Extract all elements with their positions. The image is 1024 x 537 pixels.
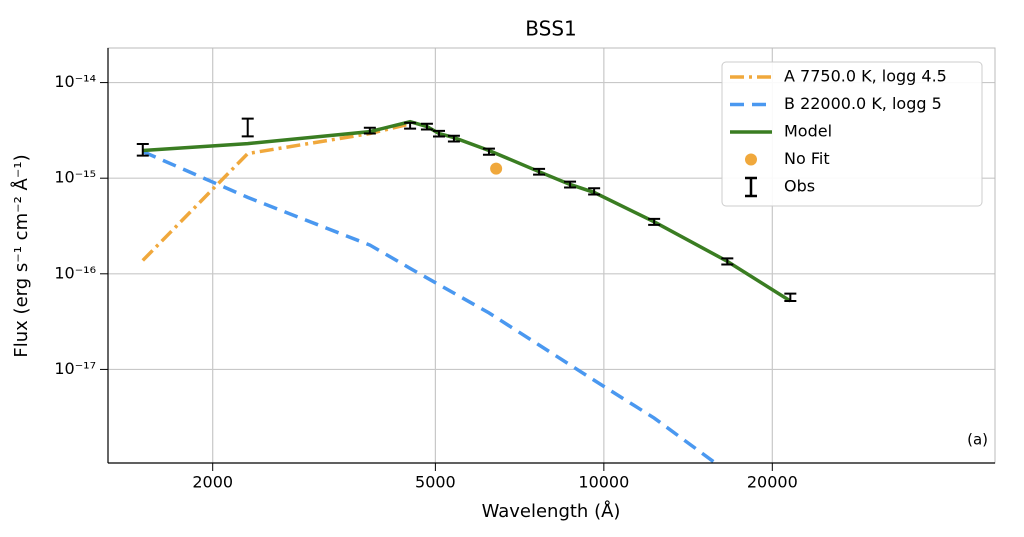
series-line (141, 122, 411, 262)
x-tick-label: 5000 (415, 473, 456, 492)
legend-label: No Fit (784, 149, 830, 168)
plot-area (136, 117, 797, 463)
error-bar (533, 167, 546, 176)
error-bar (447, 134, 460, 143)
error-bar (420, 122, 433, 131)
annotation: (a) (967, 431, 988, 449)
error-bar (784, 292, 797, 302)
legend-label: B 22000.0 K, logg 5 (784, 94, 942, 113)
y-axis-label: Flux (erg s⁻¹ cm⁻² Å⁻¹) (10, 154, 32, 357)
no-fit-point (490, 162, 503, 175)
series-line (142, 149, 719, 463)
legend-swatch (745, 176, 757, 198)
y-tick-label: 10⁻¹⁴ (54, 72, 96, 91)
legend-swatch (745, 153, 757, 166)
y-tick-label: 10⁻¹⁵ (54, 168, 96, 187)
x-tick-label: 10000 (578, 473, 629, 492)
series-line (142, 119, 792, 303)
error-bar (482, 147, 495, 156)
legend: A 7750.0 K, logg 4.5 B 22000.0 K, logg 5 M… (721, 61, 983, 207)
x-tick-label: 2000 (192, 473, 233, 492)
chart-title: BSS1 (525, 17, 576, 41)
error-bar (363, 126, 376, 135)
x-axis-label: Wavelength (Å) (482, 500, 621, 522)
error-bar (648, 217, 661, 226)
legend-box (721, 61, 983, 207)
x-tick-label: 20000 (747, 473, 798, 492)
legend-label: Obs (784, 177, 815, 196)
error-bar (404, 121, 417, 130)
error-bar (564, 180, 577, 189)
error-bar (721, 257, 734, 266)
error-bar (136, 142, 149, 157)
y-tick-label: 10⁻¹⁷ (54, 359, 96, 378)
legend-label: A 7750.0 K, logg 4.5 (784, 67, 947, 86)
error-bar (433, 129, 446, 138)
error-bar (588, 187, 601, 196)
legend-label: Model (784, 122, 832, 141)
y-tick-label: 10⁻¹⁶ (54, 263, 96, 282)
error-bar (241, 117, 254, 138)
